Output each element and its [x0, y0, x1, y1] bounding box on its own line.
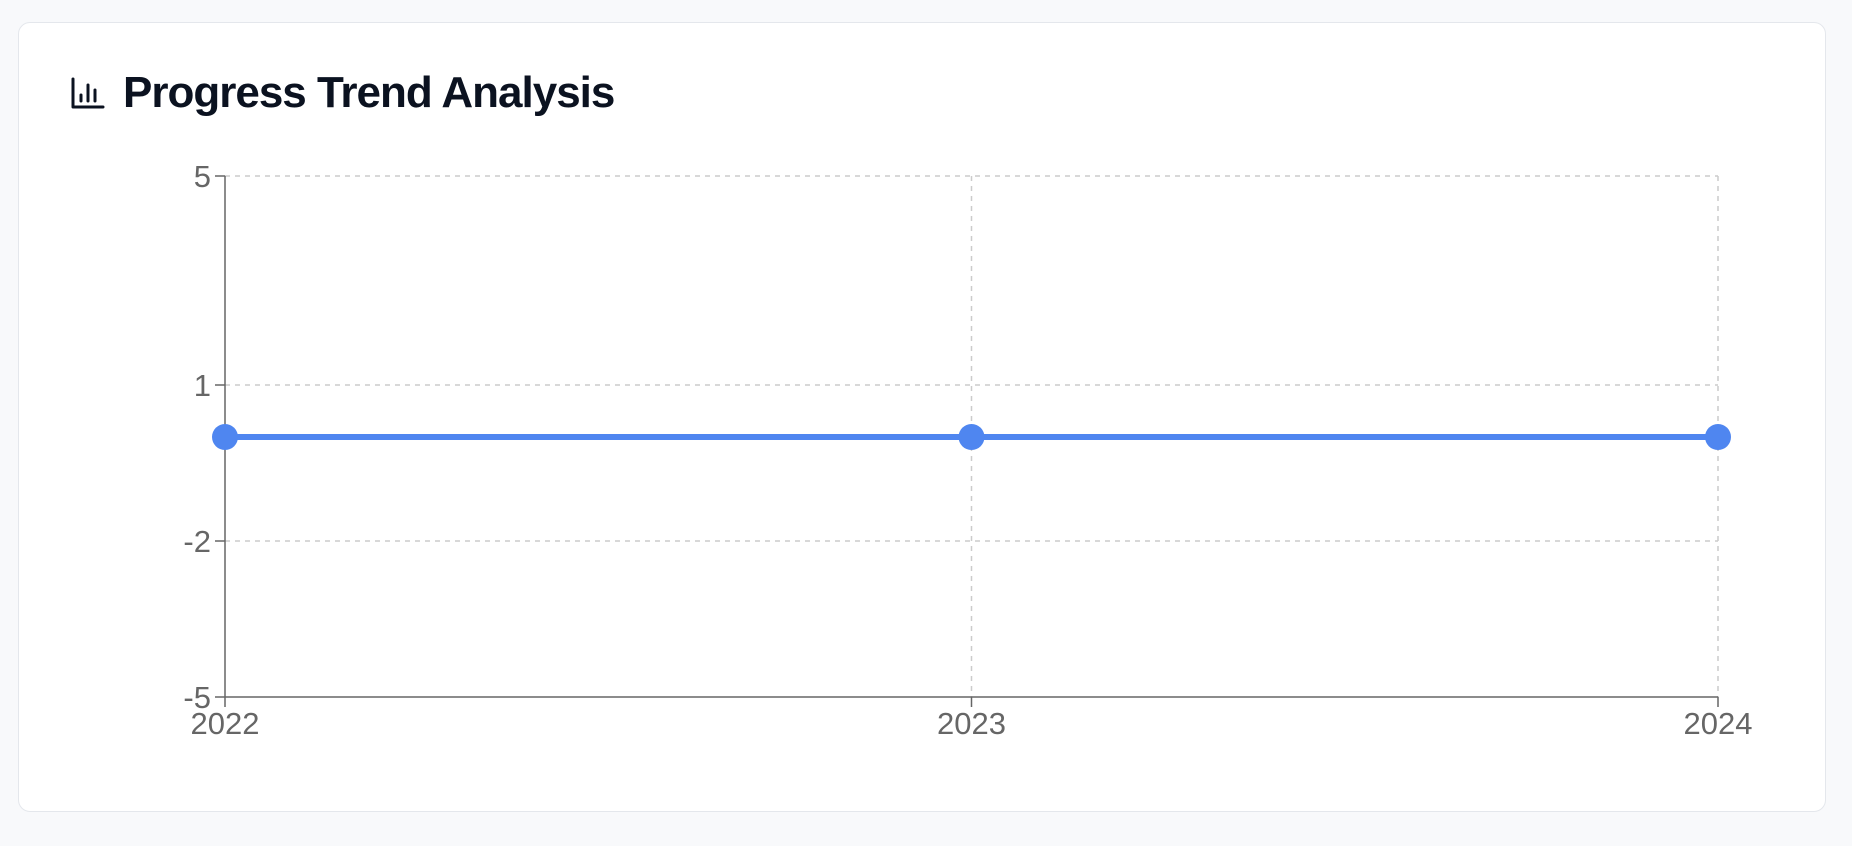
data-point [1705, 424, 1731, 450]
series-layer [212, 424, 1731, 450]
data-point [212, 424, 238, 450]
bar-chart-icon [71, 77, 105, 109]
y-tick-label: -5 [183, 680, 211, 715]
x-tick-label: 2022 [191, 706, 260, 741]
page-title: Progress Trend Analysis [123, 68, 615, 117]
y-tick-label: -2 [183, 524, 211, 559]
card-header: Progress Trend Analysis [69, 68, 615, 117]
y-tick-label: 1 [194, 368, 211, 403]
data-point [958, 424, 985, 450]
chart-card: Progress Trend Analysis [18, 22, 1826, 812]
tick-labels: -5 -2 1 5 2022 2023 2024 [183, 159, 1752, 741]
x-tick-label: 2023 [937, 706, 1006, 741]
x-tick-label: 2024 [1684, 706, 1753, 741]
y-tick-label: 5 [194, 159, 211, 194]
